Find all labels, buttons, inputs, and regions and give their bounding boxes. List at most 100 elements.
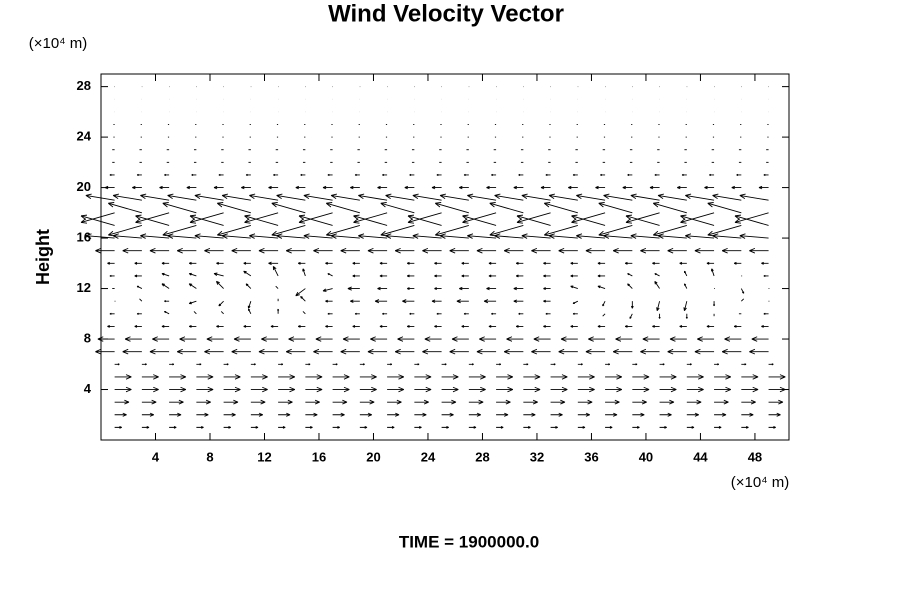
wind-vector xyxy=(543,287,551,290)
wind-vector xyxy=(441,386,459,393)
wind-vector xyxy=(161,283,170,289)
wind-vector xyxy=(659,399,675,405)
wind-vector xyxy=(216,202,251,214)
wind-vector xyxy=(300,295,306,302)
wind-vector xyxy=(109,312,115,315)
wind-vector xyxy=(679,261,687,265)
wind-vector xyxy=(169,399,184,405)
wind-vector xyxy=(213,185,224,190)
wind-vector xyxy=(612,247,633,254)
wind-vector xyxy=(597,274,606,278)
chart-title: Wind Velocity Vector xyxy=(328,0,564,27)
wind-vector xyxy=(681,173,687,177)
wind-vector xyxy=(503,247,524,254)
wind-vector xyxy=(659,412,672,417)
wind-vector xyxy=(709,173,715,177)
wind-vector xyxy=(149,348,170,355)
wind-vector xyxy=(521,233,551,239)
wind-vector xyxy=(95,348,115,355)
wind-vector xyxy=(278,386,296,393)
wind-vector xyxy=(627,283,633,289)
wind-vector xyxy=(632,374,650,380)
wind-vector xyxy=(407,212,442,224)
wind-vector xyxy=(191,173,197,177)
wind-vector xyxy=(342,336,360,342)
wind-vector xyxy=(327,173,333,177)
wind-vector xyxy=(340,247,360,254)
wind-vector xyxy=(560,336,578,342)
wind-vector xyxy=(763,173,769,177)
wind-vector xyxy=(327,312,333,315)
wind-vector xyxy=(288,336,306,342)
wind-vector xyxy=(496,399,511,405)
wind-vector xyxy=(652,261,660,265)
y-tick-label: 4 xyxy=(84,381,92,396)
wind-vector xyxy=(140,193,170,201)
wind-vector xyxy=(313,247,333,254)
wind-vector xyxy=(515,325,524,328)
wind-vector xyxy=(406,274,415,278)
wind-vector xyxy=(577,363,583,366)
wind-vector xyxy=(332,374,350,380)
wind-vector xyxy=(285,247,306,254)
wind-vector xyxy=(359,399,375,405)
wind-vector xyxy=(134,261,142,265)
wind-vector xyxy=(721,247,742,254)
wind-vector xyxy=(768,374,786,380)
wind-vector xyxy=(724,336,742,342)
y-tick-label: 8 xyxy=(84,330,91,345)
wind-vector xyxy=(352,274,360,278)
wind-vector xyxy=(543,274,551,278)
wind-vector xyxy=(571,212,606,224)
wind-vector xyxy=(652,225,687,237)
wind-vector xyxy=(543,202,578,214)
wind-vector xyxy=(380,202,415,214)
wind-vector xyxy=(543,261,551,265)
wind-vector xyxy=(576,193,606,201)
wind-vector xyxy=(605,374,623,380)
wind-vector xyxy=(740,288,745,294)
wind-vector xyxy=(85,233,115,239)
wind-vector xyxy=(496,374,514,380)
wind-vector xyxy=(164,300,170,303)
wind-vector xyxy=(107,225,142,237)
wind-vector xyxy=(669,336,687,342)
wind-vector xyxy=(605,399,620,405)
wind-vector xyxy=(431,185,442,190)
wind-vector xyxy=(704,185,715,190)
wind-vector xyxy=(761,325,769,328)
wind-vector xyxy=(261,336,279,342)
wind-vector xyxy=(739,233,769,239)
wind-vector xyxy=(353,212,388,224)
wind-vector xyxy=(550,425,558,429)
wind-vector xyxy=(630,301,634,309)
wind-vector xyxy=(250,399,266,405)
wind-vector xyxy=(685,233,715,239)
wind-vector xyxy=(625,212,660,224)
wind-vector xyxy=(518,312,524,315)
footer: TIME = 1900000.0 xyxy=(399,532,539,551)
wind-vector xyxy=(385,193,415,201)
wind-vector xyxy=(657,193,687,201)
wind-vector xyxy=(515,261,524,265)
wind-vector xyxy=(332,412,345,417)
wind-vector xyxy=(422,247,442,254)
wind-vector xyxy=(387,386,405,393)
wind-vector xyxy=(740,298,745,302)
wind-vector xyxy=(516,212,551,224)
wind-vector xyxy=(434,261,442,265)
wind-vector xyxy=(332,386,350,393)
wind-vector xyxy=(550,386,568,393)
wind-vector xyxy=(161,325,170,328)
wind-vector xyxy=(350,299,360,303)
wind-vector xyxy=(706,261,715,265)
wind-vector xyxy=(713,301,716,307)
wind-vector xyxy=(667,348,687,355)
wind-vector xyxy=(243,325,251,328)
wind-vector xyxy=(414,363,420,366)
wind-vector xyxy=(244,214,279,226)
wind-vector xyxy=(278,412,291,417)
wind-vector xyxy=(305,374,323,380)
wind-vector xyxy=(385,233,415,239)
wind-vector xyxy=(603,193,633,201)
